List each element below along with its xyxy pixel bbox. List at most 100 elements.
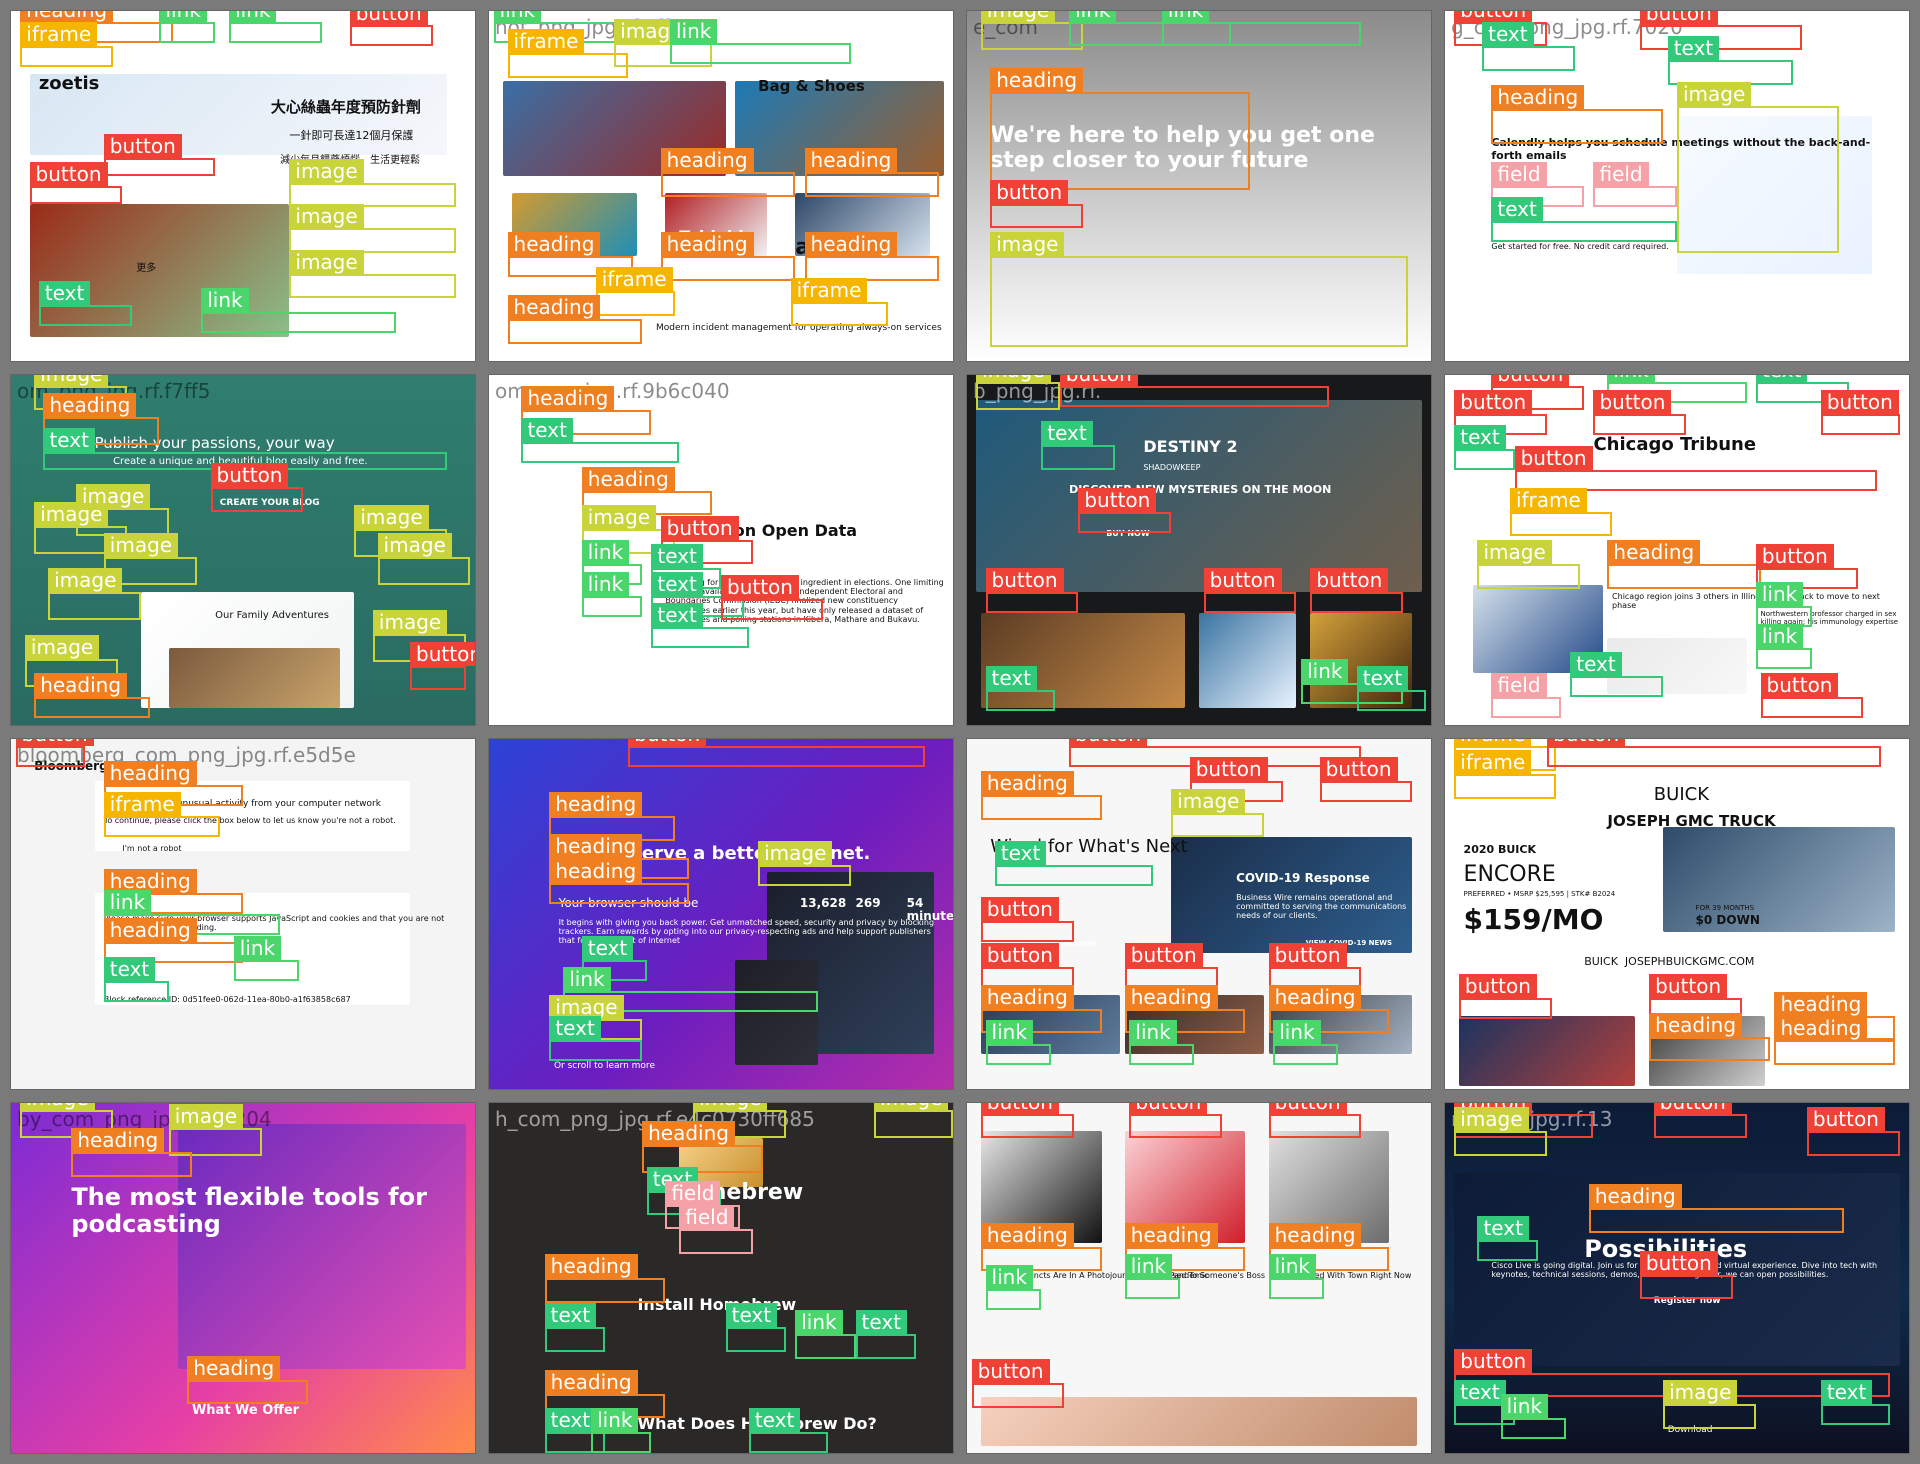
- screenshot-tile: Wired for What's Next Submit a Press Rele…: [966, 738, 1432, 1090]
- tile-content-text: ENCORE: [1463, 861, 1556, 887]
- tile-content-text: Tabloids: [679, 227, 754, 246]
- tile-content-text: Northwestern professor charged in sex ki…: [1760, 609, 1899, 626]
- screenshot-tile: Chicago Tribune Opsgenie 200+ integrations…: [1444, 374, 1910, 726]
- tile-image-region: [734, 959, 819, 1065]
- screenshot-tile: DESTINY 2 SHADOWKEEP DISCOVER NEW MYSTERIE…: [966, 374, 1432, 726]
- screenshot-tile: zoetis 大心絲蟲年度預防針劑 一針即可長達12個月保護 減少每月餵藥煩惱，生活更…: [10, 10, 476, 362]
- tile-content-text: Modern incident management for operating…: [656, 322, 942, 333]
- screenshot-tile: Bloomberg We've detected unusual activity…: [10, 738, 476, 1090]
- screenshot-tile: Possibilities Cisco Live is going digital…: [1444, 1102, 1910, 1454]
- tile-image-region: [665, 193, 768, 256]
- tile-image-region: [178, 1124, 466, 1369]
- tile-content-text: SEARCH INVENTORY: [1830, 956, 1882, 975]
- tile-image-region: [1472, 585, 1603, 673]
- tile-image-region: [29, 74, 448, 155]
- tile-content-text: Block reference ID: 0d51fee0-062d-11ea-8…: [103, 994, 351, 1004]
- screenshot-tile: BUICK JOSEPH GMC TRUCK 2020 BUICK ENCORE PRE…: [1444, 738, 1910, 1090]
- tile-image-region: [1199, 613, 1297, 708]
- tile-image-region: [1124, 994, 1264, 1054]
- tile-content-text: What Does Homebrew Do?: [637, 1413, 877, 1433]
- tile-content-text: Our Family Adventures: [215, 609, 329, 621]
- tile-content-text: FOR 39 MONTHS: [1695, 903, 1755, 912]
- tile-image-region: [94, 893, 411, 1005]
- tile-image-region: [1607, 637, 1747, 694]
- tile-image-region: [1663, 826, 1896, 932]
- tile-content-text: 13,628: [799, 895, 847, 910]
- tile-content-text: BUY NOW: [1106, 529, 1150, 538]
- tile-content-text: Business Wire remains operational and co…: [1236, 893, 1409, 921]
- tile-image-region: [980, 1397, 1418, 1446]
- tile-content-text: Homebrew: [669, 1180, 804, 1205]
- screenshot-tile: Calendly helps you schedule meetings wit…: [1444, 10, 1910, 362]
- screenshot-tile: We're here to help you get one step clos…: [966, 10, 1432, 362]
- tile-content-text: zoetis: [38, 73, 100, 94]
- tile-content-text: DESTINY 2: [1143, 437, 1238, 456]
- screenshot-tile: Publish your passions, your way Create a …: [10, 374, 476, 726]
- tile-image-region: [1649, 1015, 1766, 1086]
- tile-image-region: [512, 193, 638, 256]
- tile-content-text: $0 DOWN: [1695, 913, 1760, 927]
- screenshot-tile: All My Instincts Are In A Photojournalis…: [966, 1102, 1432, 1454]
- tile-image-region: [512, 399, 930, 722]
- tile-image-region: [29, 203, 290, 337]
- screenshot-tile: The most flexible tools for podcasting Wh…: [10, 1102, 476, 1454]
- tile-content-text: Or scroll to learn more: [553, 1061, 655, 1071]
- tile-image-region: [1124, 1131, 1246, 1243]
- tile-image-region: [1310, 613, 1413, 708]
- tile-image-region: [168, 648, 341, 708]
- tile-content-text: 269: [855, 895, 881, 910]
- tile-content-text: Wired for What's Next: [990, 836, 1188, 857]
- tile-content-text: Create a unique and beautiful blog easil…: [113, 455, 368, 467]
- tile-content-text: Opsgenie: [1523, 542, 1588, 556]
- screenshot-tile: Bag & Shoes Tabloids amazon Modern incident…: [488, 10, 954, 362]
- tile-content-text: amazon: [795, 235, 892, 260]
- screenshot-tile: You deserve a better internet. Your brows…: [488, 738, 954, 1090]
- tile-content-text: The most flexible tools for podcasting: [71, 1182, 436, 1239]
- tile-content-text: Bloomberg: [34, 759, 108, 773]
- tile-content-text: Getting Used To Someone's Boss: [1134, 1271, 1266, 1280]
- tile-content-text: 200+ integrations with the best monitori…: [1625, 543, 1825, 553]
- tile-content-text: Calendly helps you schedule meetings wit…: [1491, 136, 1871, 162]
- tile-content-text: COVID-19 Response: [1236, 871, 1370, 885]
- tile-image-region: [1171, 837, 1413, 953]
- tile-content-text: Chicago region joins 3 others in Illinoi…: [1612, 592, 1883, 611]
- tile-content-text: One thing for sure – data is a key ingre…: [665, 578, 944, 624]
- tile-content-text: DISCOVER NEW MYSTERIES ON THE MOON: [1069, 482, 1332, 496]
- screenshot-tile: Homebrew Install Homebrew What Does Homebr…: [488, 1102, 954, 1454]
- screenshot-tile: Election Open Data One thing for sure – d…: [488, 374, 954, 726]
- tile-content-text: JOSEPH GMC TRUCK: [1607, 811, 1776, 830]
- tile-content-text: All Obsessed With Town Right Now: [1273, 1271, 1412, 1280]
- tile-content-text: VIEW COVID-19 NEWS: [1305, 938, 1393, 947]
- tile-image-region: [502, 81, 726, 176]
- tile-content-text: Chicago Tribune: [1593, 433, 1757, 455]
- tile-content-text: CREATE YOUR BLOG: [219, 497, 320, 508]
- tile-content-text: Submit a Press Release: [990, 938, 1097, 948]
- tile-content-text: I'm not a robot: [122, 844, 182, 853]
- tile-content-text: Install Homebrew: [637, 1294, 797, 1314]
- tile-image-region: [734, 81, 944, 176]
- tile-content-text: Please make sure your browser supports J…: [103, 914, 447, 933]
- tile-content-text: $159/MO: [1463, 902, 1604, 936]
- tile-content-text: To continue, please click the box below …: [103, 816, 396, 825]
- tile-content-text: Bag & Shoes: [758, 76, 865, 95]
- tile-content-text: We've detected unusual activity from you…: [103, 798, 381, 809]
- tile-content-text: PREFERRED • MSRP $25,595 | STK# B2024: [1463, 889, 1616, 898]
- tile-content-text: It begins with giving you back power. Ge…: [558, 917, 937, 945]
- tile-image-region: [1458, 1015, 1636, 1086]
- tile-image-region: [1677, 116, 1872, 274]
- tile-content-text: Register now: [1653, 1295, 1721, 1306]
- tile-image-region: [1268, 1131, 1390, 1243]
- tile-content-text: 一針即可長達12個月保護: [289, 129, 414, 142]
- tile-content-text: Publish your passions, your way: [94, 433, 335, 452]
- tile-image-region: [980, 613, 1186, 708]
- tile-image-region: [980, 994, 1121, 1054]
- tile-content-text: 大心絲蟲年度預防針劑: [270, 97, 421, 116]
- tile-content-text: Cisco Live is going digital. Join us for…: [1491, 1260, 1880, 1279]
- tile-content-text: You deserve a better internet.: [563, 843, 871, 864]
- tile-content-text: Download: [1667, 1425, 1713, 1435]
- tile-content-text: Possibilities: [1584, 1235, 1748, 1263]
- tile-content-text: We're here to help you get one step clos…: [990, 123, 1383, 174]
- tile-content-text: SHADOWKEEP: [1143, 462, 1201, 472]
- tile-image-region: [980, 1131, 1102, 1243]
- tile-content-text: 2020 BUICK: [1463, 843, 1536, 856]
